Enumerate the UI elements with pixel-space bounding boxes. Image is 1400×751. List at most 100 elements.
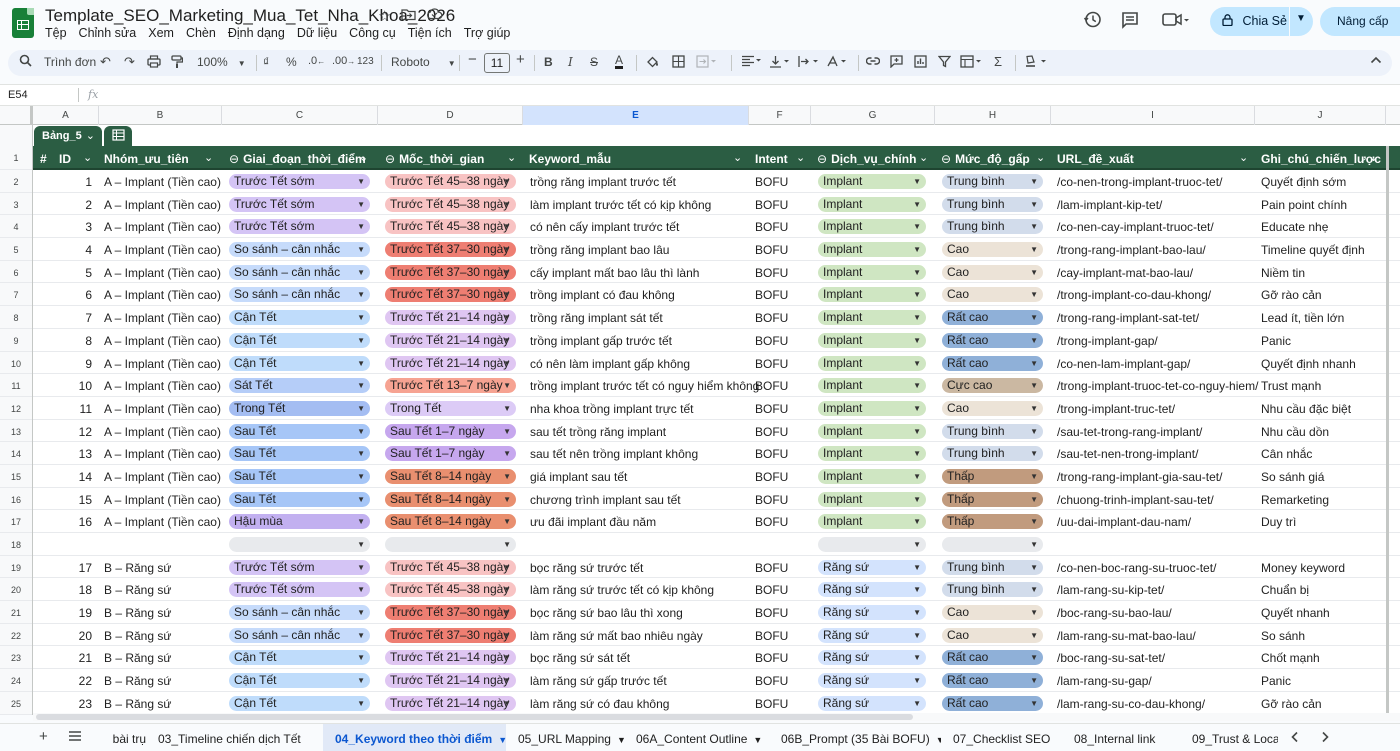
group-cell[interactable]: A – Implant (Tiền cao) bbox=[104, 356, 221, 371]
table-name-chip[interactable]: Bảng_5 ⌄ bbox=[34, 126, 102, 146]
url-cell[interactable]: /cay-implant-mat-bao-lau/ bbox=[1057, 265, 1194, 280]
keyword-cell[interactable]: ưu đãi implant đầu năm bbox=[530, 515, 657, 530]
note-cell[interactable]: Money keyword bbox=[1261, 560, 1346, 575]
header-milestone[interactable]: ⊖ Mốc_thời_gian bbox=[385, 152, 484, 166]
urgency-chip[interactable]: Trung bình ▼ bbox=[942, 446, 1043, 462]
keyword-cell[interactable]: cấy implant mất bao lâu thì lành bbox=[530, 265, 700, 280]
header-id[interactable]: ID bbox=[59, 152, 71, 166]
print-icon[interactable] bbox=[147, 55, 161, 71]
urgency-chip[interactable]: Rất cao ▼ bbox=[942, 355, 1043, 371]
group-cell[interactable]: B – Răng sứ bbox=[104, 651, 172, 666]
milestone-chip[interactable]: Sau Tết 1–7 ngày ▼ bbox=[385, 423, 516, 439]
group-cell[interactable]: B – Răng sứ bbox=[104, 696, 172, 711]
keyword-cell[interactable]: trồng răng implant sát tết bbox=[530, 311, 663, 326]
service-chip[interactable]: Implant ▼ bbox=[818, 332, 926, 348]
intent-cell[interactable]: BOFU bbox=[755, 175, 789, 189]
group-cell[interactable]: B – Răng sứ bbox=[104, 628, 172, 643]
service-chip[interactable]: Răng sứ ▼ bbox=[818, 627, 926, 643]
service-chip[interactable]: Implant ▼ bbox=[818, 378, 926, 394]
percent-format-button[interactable]: % bbox=[286, 55, 297, 69]
urgency-chip[interactable]: Rất cao ▼ bbox=[942, 650, 1043, 666]
row-header[interactable]: 20 bbox=[0, 578, 32, 602]
urgency-chip[interactable]: Thấp ▼ bbox=[942, 514, 1043, 530]
milestone-chip[interactable]: Trước Tết 37–30 ngày ▼ bbox=[385, 605, 516, 621]
menu-tools[interactable]: Công cụ bbox=[349, 26, 396, 40]
id-cell[interactable]: 13 bbox=[78, 447, 92, 462]
milestone-chip[interactable]: Trước Tết 37–30 ngày ▼ bbox=[385, 242, 516, 258]
stage-chip[interactable]: So sánh – cân nhắc ▼ bbox=[229, 627, 370, 643]
urgency-chip[interactable]: Cao ▼ bbox=[942, 605, 1043, 621]
header-id-chevron-icon[interactable]: ⌄ bbox=[83, 152, 93, 164]
milestone-chip[interactable]: Trong Tết ▼ bbox=[385, 400, 516, 416]
note-cell[interactable]: Cân nhắc bbox=[1261, 447, 1313, 462]
stage-chip[interactable]: Cận Tết ▼ bbox=[229, 650, 370, 666]
group-cell[interactable]: A – Implant (Tiền cao) bbox=[104, 197, 221, 212]
tab-menu-chevron-icon[interactable]: ▼ bbox=[753, 735, 763, 745]
column-header-d[interactable]: D bbox=[378, 106, 523, 125]
id-cell[interactable]: 8 bbox=[85, 333, 92, 348]
menu-view[interactable]: Xem bbox=[148, 26, 174, 40]
header-group-chevron-icon[interactable]: ⌄ bbox=[204, 152, 214, 164]
group-cell[interactable]: A – Implant (Tiền cao) bbox=[104, 469, 221, 484]
header-urgency-chevron-icon[interactable]: ⌄ bbox=[1036, 152, 1046, 164]
row-header[interactable]: 11 bbox=[0, 374, 32, 397]
column-header-c[interactable]: C bbox=[222, 106, 378, 125]
service-chip[interactable]: Implant ▼ bbox=[818, 355, 926, 371]
keyword-cell[interactable]: có nên làm implant gấp không bbox=[530, 356, 691, 371]
insert-chart-icon[interactable] bbox=[914, 55, 927, 71]
header-note-chevron-icon[interactable]: ⌄ bbox=[1369, 152, 1379, 164]
note-cell[interactable]: Timeline quyết định bbox=[1261, 243, 1365, 258]
service-chip[interactable]: Răng sứ ▼ bbox=[818, 605, 926, 621]
stage-chip[interactable]: Trước Tết sớm ▼ bbox=[229, 559, 370, 575]
id-cell[interactable]: 7 bbox=[85, 311, 92, 326]
stage-chip[interactable]: Sau Tết ▼ bbox=[229, 491, 370, 507]
milestone-chip[interactable]: Sau Tết 8–14 ngày ▼ bbox=[385, 514, 516, 530]
stage-chip[interactable]: Sau Tết ▼ bbox=[229, 423, 370, 439]
milestone-chip[interactable]: Trước Tết 45–38 ngày ▼ bbox=[385, 219, 516, 235]
url-cell[interactable]: /lam-rang-su-kip-tet/ bbox=[1057, 583, 1165, 598]
intent-cell[interactable]: BOFU bbox=[755, 333, 789, 348]
id-cell[interactable]: 20 bbox=[78, 628, 92, 643]
group-cell[interactable]: A – Implant (Tiền cao) bbox=[104, 515, 221, 530]
url-cell[interactable]: /trong-implant-gap/ bbox=[1057, 333, 1158, 348]
note-cell[interactable]: So sánh giá bbox=[1261, 469, 1325, 484]
urgency-chip[interactable]: Trung bình ▼ bbox=[942, 582, 1043, 598]
row-header[interactable]: 19 bbox=[0, 556, 32, 579]
zoom-select[interactable]: 100% ▼ bbox=[197, 55, 246, 69]
insert-link-icon[interactable] bbox=[865, 55, 881, 70]
group-cell[interactable]: A – Implant (Tiền cao) bbox=[104, 492, 221, 507]
column-header-h[interactable]: H bbox=[935, 106, 1051, 125]
group-cell[interactable]: A – Implant (Tiền cao) bbox=[104, 424, 221, 439]
row-header[interactable]: 14 bbox=[0, 442, 32, 465]
milestone-chip[interactable]: Trước Tết 21–14 ngày ▼ bbox=[385, 673, 516, 689]
service-chip[interactable]: Implant ▼ bbox=[818, 400, 926, 416]
row-header[interactable]: 1 bbox=[0, 146, 32, 170]
intent-cell[interactable]: BOFU bbox=[755, 696, 789, 711]
row-header[interactable]: 21 bbox=[0, 601, 32, 624]
row-header[interactable]: 17 bbox=[0, 510, 32, 533]
intent-cell[interactable]: BOFU bbox=[755, 220, 789, 235]
service-chip[interactable]: Implant ▼ bbox=[818, 468, 926, 484]
intent-cell[interactable]: BOFU bbox=[755, 401, 789, 416]
undo-icon[interactable]: ↶ bbox=[100, 54, 111, 69]
keyword-cell[interactable]: sau tết trồng răng implant bbox=[530, 424, 667, 439]
milestone-chip[interactable]: Trước Tết 37–30 ngày ▼ bbox=[385, 287, 516, 303]
row-header[interactable]: 9 bbox=[0, 329, 32, 352]
urgency-chip[interactable]: Rất cao ▼ bbox=[942, 673, 1043, 689]
collapse-toolbar-icon[interactable] bbox=[1370, 54, 1382, 68]
menu-extensions[interactable]: Tiện ích bbox=[407, 26, 452, 40]
service-chip[interactable]: Implant ▼ bbox=[818, 219, 926, 235]
sheets-logo-icon[interactable] bbox=[12, 8, 34, 38]
service-chip[interactable]: Implant ▼ bbox=[818, 310, 926, 326]
stage-chip[interactable]: Cận Tết ▼ bbox=[229, 695, 370, 711]
stage-chip[interactable]: Cận Tết ▼ bbox=[229, 310, 370, 326]
stage-chip[interactable]: Sát Tết ▼ bbox=[229, 378, 370, 394]
stage-chip[interactable]: Trước Tết sớm ▼ bbox=[229, 219, 370, 235]
keyword-cell[interactable]: bọc răng sứ bao lâu thì xong bbox=[530, 606, 683, 621]
urgency-chip[interactable]: Trung bình ▼ bbox=[942, 219, 1043, 235]
star-icon[interactable]: ☆ bbox=[378, 8, 392, 25]
milestone-chip[interactable]: Trước Tết 45–38 ngày ▼ bbox=[385, 582, 516, 598]
keyword-cell[interactable]: làm răng sứ trước tết có kịp không bbox=[530, 583, 715, 598]
intent-cell[interactable]: BOFU bbox=[755, 583, 789, 598]
header-stage-chevron-icon[interactable]: ⌄ bbox=[359, 152, 369, 164]
